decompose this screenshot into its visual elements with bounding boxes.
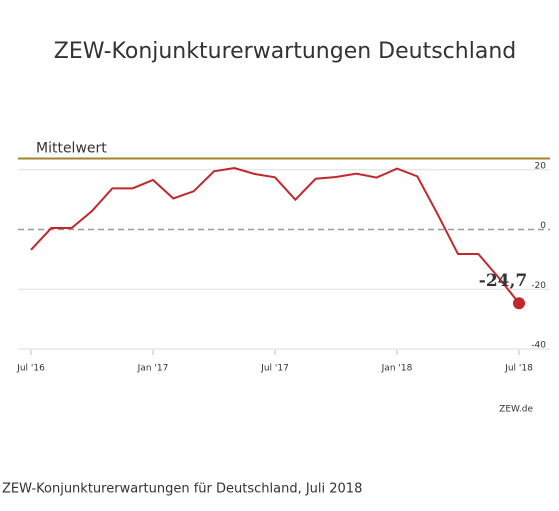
x-tick-label: Jan '18 [381, 364, 413, 374]
y-tick-label: 0 [540, 221, 546, 231]
value-label: -24,7 [479, 271, 527, 291]
caption: ZEW-Konjunkturerwartungen für Deutschlan… [2, 482, 362, 497]
x-tick-label: Jul '16 [16, 364, 45, 374]
mean-label: Mittelwert [36, 140, 107, 156]
last-point [513, 297, 525, 310]
x-tick-label: Jan '17 [137, 364, 169, 374]
y-tick-label: -20 [531, 281, 546, 291]
y-tick-label: -40 [531, 341, 546, 351]
source: ZEW.de [499, 405, 533, 415]
chart-title: ZEW-Konjunkturerwartungen Deutschland [54, 39, 516, 64]
x-tick-label: Jul '18 [504, 364, 533, 374]
y-tick-label: 20 [535, 161, 547, 171]
data-line [30, 166, 520, 304]
x-tick-label: Jul '17 [260, 364, 289, 374]
